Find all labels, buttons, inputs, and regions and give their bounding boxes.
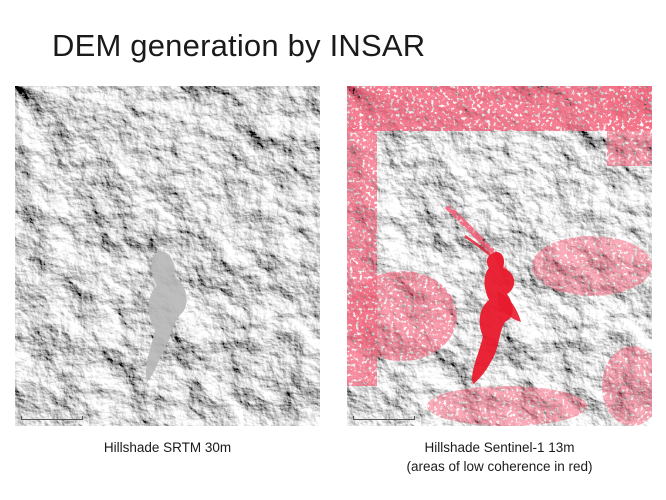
srtm-caption: Hillshade SRTM 30m [15, 438, 320, 457]
sentinel1-caption-line2: (areas of low coherence in red) [406, 459, 593, 474]
sentinel1-caption: Hillshade Sentinel-1 13m (areas of low c… [347, 438, 652, 476]
slide-title: DEM generation by INSAR [52, 28, 426, 63]
srtm-caption-line1: Hillshade SRTM 30m [103, 440, 232, 455]
scale-bar [21, 416, 83, 420]
srtm-hillshade-image [15, 86, 320, 426]
low-coherence-area [472, 251, 515, 384]
sentinel1-hillshade-image [347, 86, 652, 426]
scale-bar [353, 416, 415, 420]
sentinel1-caption-line1: Hillshade Sentinel-1 13m [424, 440, 575, 455]
